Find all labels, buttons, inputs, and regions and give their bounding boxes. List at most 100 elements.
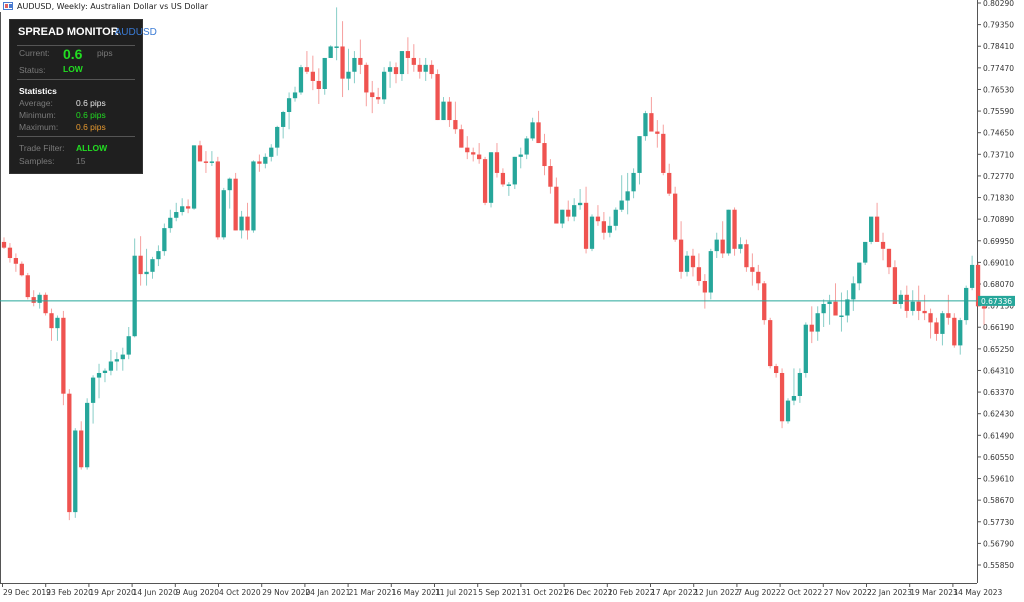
price-tick-label: 0.73710 (983, 150, 1014, 159)
bear-candle (447, 101, 452, 121)
bear-candle (245, 216, 250, 231)
bull-candle (441, 101, 446, 121)
bear-candle (809, 324, 814, 332)
bull-candle (126, 336, 131, 355)
bear-candle (673, 193, 678, 240)
price-tick-label: 0.71830 (983, 194, 1014, 203)
price-tick-label: 0.68070 (983, 280, 1014, 289)
bull-candle (530, 122, 535, 139)
bull-candle (512, 156, 517, 185)
bull-candle (174, 212, 179, 218)
bull-candle (322, 57, 327, 90)
bear-candle (946, 313, 951, 318)
time-tick-label: 26 Dec 2021 (565, 588, 613, 597)
bull-candle (821, 304, 826, 314)
time-tick-label: 11 Jul 2021 (435, 588, 478, 597)
bull-candle (869, 216, 874, 242)
bull-candle (524, 138, 529, 155)
time-tick-label: 16 May 2021 (392, 588, 441, 597)
bear-candle (928, 313, 933, 323)
bear-candle (886, 248, 892, 268)
bull-candle (191, 145, 197, 209)
bull-candle (227, 178, 232, 191)
bull-candle (684, 255, 690, 272)
time-tick-label: 17 Apr 2022 (651, 588, 698, 597)
bear-candle (376, 97, 381, 100)
average-value: 0.6 pips (76, 98, 106, 108)
bull-candle (269, 147, 274, 157)
bear-candle (19, 263, 24, 276)
bull-candle (940, 313, 945, 334)
trade-filter-label: Trade Filter: (19, 143, 65, 153)
time-tick-label: 7 Aug 2022 (737, 588, 780, 597)
bear-candle (429, 64, 434, 75)
bear-candle (696, 267, 702, 282)
time-tick-label: 2 Oct 2022 (781, 588, 823, 597)
time-tick-label: 23 Feb 2020 (46, 588, 93, 597)
bull-candle (845, 299, 850, 316)
bull-candle (381, 71, 387, 100)
bull-candle (708, 251, 713, 293)
bull-candle (577, 202, 583, 206)
price-tick-label: 0.75590 (983, 107, 1014, 116)
bear-candle (25, 275, 30, 298)
statistics-heading: Statistics (19, 86, 57, 96)
time-tick-label: 20 Feb 2022 (608, 588, 655, 597)
price-tick-label: 0.66190 (983, 323, 1014, 332)
price-tick-label: 0.64310 (983, 366, 1014, 375)
bear-candle (233, 178, 238, 231)
bull-candle (631, 172, 636, 192)
bear-candle (661, 133, 666, 173)
bear-candle (750, 267, 755, 272)
bull-candle (827, 301, 832, 305)
bear-candle (7, 247, 13, 259)
bull-candle (797, 372, 803, 396)
price-tick-label: 0.70890 (983, 215, 1014, 224)
bear-candle (310, 71, 315, 81)
bull-candle (613, 209, 618, 226)
samples-value: 15 (76, 156, 86, 166)
samples-label: Samples: (19, 156, 55, 166)
current-unit: pips (97, 48, 113, 58)
bull-candle (120, 354, 125, 360)
price-tick-label: 0.72770 (983, 172, 1014, 181)
price-tick-label: 0.74650 (983, 129, 1014, 138)
bear-candle (138, 255, 143, 275)
bull-candle (209, 161, 215, 163)
spread-monitor-panel: SPREAD MONITORAUDUSD Current: 0.6 pips S… (9, 19, 157, 174)
bear-candle (744, 244, 749, 268)
price-tick-label: 0.56790 (983, 539, 1014, 548)
bear-candle (880, 241, 886, 249)
bull-candle (328, 46, 333, 58)
bull-candle (803, 324, 808, 373)
bull-candle (863, 241, 868, 263)
time-tick-label: 5 Sep 2021 (478, 588, 521, 597)
candles (1, 7, 987, 521)
bull-candle (156, 251, 161, 260)
bear-candle (364, 64, 369, 93)
bear-candle (732, 209, 737, 249)
bear-candle (304, 67, 310, 72)
bull-candle (506, 184, 511, 186)
bull-candle (738, 244, 743, 249)
bull-candle (815, 313, 820, 332)
current-price-label: 0.67336 (981, 297, 1012, 306)
bull-candle (108, 361, 114, 371)
time-tick-label: 14 Jun 2020 (133, 588, 178, 597)
current-spread-value: 0.6 (63, 46, 83, 62)
divider (17, 45, 135, 46)
bear-candle (566, 209, 571, 217)
price-tick-label: 0.67130 (983, 302, 1014, 311)
bull-candle (102, 370, 108, 373)
bear-candle (79, 430, 84, 468)
bear-candle (542, 143, 547, 167)
bull-candle (96, 372, 102, 378)
bear-candle (548, 166, 553, 187)
bull-candle (180, 206, 185, 213)
price-tick-label: 0.77470 (983, 64, 1014, 73)
bear-candle (500, 172, 506, 185)
maximum-label: Maximum: (19, 122, 59, 132)
price-tick-label: 0.65250 (983, 345, 1014, 354)
bear-candle (583, 202, 589, 249)
